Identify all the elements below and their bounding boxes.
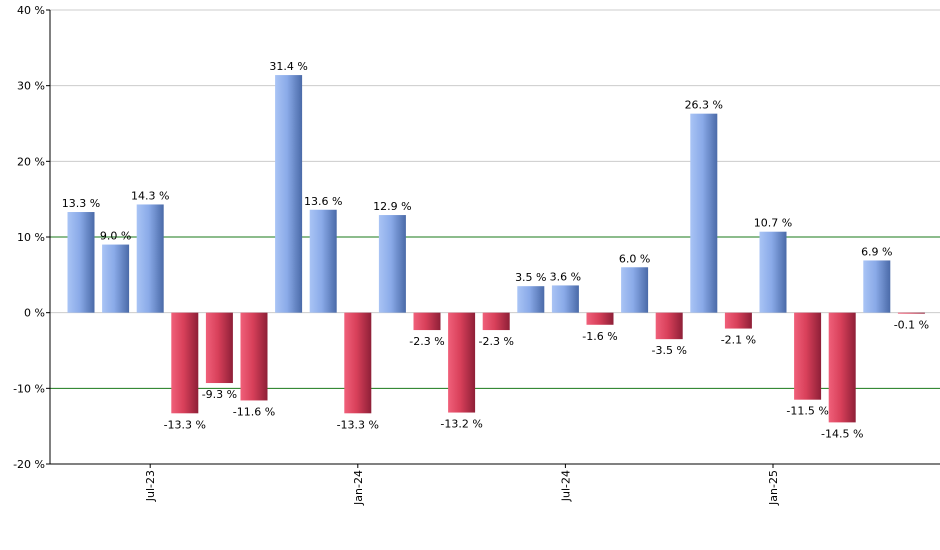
bar-data-label: 9.0 % (100, 230, 131, 243)
bar-negative (655, 312, 683, 340)
bar-data-label: 31.4 % (269, 60, 307, 73)
bar-positive (863, 260, 891, 313)
bar-positive (759, 231, 787, 313)
bar-data-label: 26.3 % (685, 99, 723, 112)
bar-negative (171, 312, 199, 414)
bar-negative (448, 312, 476, 413)
bar-data-label: 13.3 % (62, 197, 100, 210)
x-tick-label: Jan-25 (767, 470, 780, 506)
axes: -20 % -10 % 0 % 10 % 20 % 30 % 40 % Jul-23 Jan-2… (13, 4, 940, 506)
bar-data-label: -3.5 % (651, 344, 686, 357)
bar-negative (586, 312, 614, 325)
data-labels: 13.3 % 9.0 % 14.3 % -13.3 % -9.3 % -11.6 % 31.… (62, 60, 929, 440)
bar-data-label: -9.3 % (202, 388, 237, 401)
bar-positive (621, 267, 649, 313)
bar-negative (240, 312, 268, 401)
bar-data-label: -13.3 % (164, 418, 206, 431)
bar-positive (67, 212, 95, 313)
bar-data-label: 12.9 % (373, 200, 411, 213)
bar-negative (724, 312, 752, 329)
bar-negative (828, 312, 856, 423)
bar-data-label: -2.3 % (478, 335, 513, 348)
bar-data-label: 6.0 % (619, 252, 650, 265)
x-tick-label: Jan-24 (352, 470, 365, 506)
bar-data-label: -1.6 % (582, 330, 617, 343)
bar-data-label: 6.9 % (861, 245, 892, 258)
bar-data-label: -11.5 % (786, 405, 828, 418)
y-tick-label: 40 % (17, 4, 45, 17)
bar-negative (344, 312, 372, 414)
y-tick-label: -20 % (13, 458, 45, 471)
bar-data-label: -2.1 % (721, 334, 756, 347)
bar-negative (413, 312, 441, 331)
bar-negative (897, 312, 925, 314)
bar-data-label: -11.6 % (233, 405, 275, 418)
bar-data-label: 3.5 % (515, 271, 546, 284)
bar-negative (482, 312, 510, 331)
y-tick-label: 30 % (17, 80, 45, 93)
bar-negative (794, 312, 822, 400)
x-tick-label: Jul-23 (144, 470, 157, 502)
bar-data-label: 3.6 % (550, 270, 581, 283)
bar-data-label: -2.3 % (409, 335, 444, 348)
bar-positive (102, 244, 130, 313)
bars (67, 75, 925, 423)
y-tick-label: 20 % (17, 155, 45, 168)
bar-negative (205, 312, 233, 384)
bar-positive (551, 285, 579, 313)
bar-data-label: -13.3 % (337, 418, 379, 431)
y-tick-label: 10 % (17, 231, 45, 244)
x-tick-label: Jul-24 (559, 470, 572, 502)
bar-data-label: 14.3 % (131, 189, 169, 202)
bar-positive (136, 204, 164, 313)
bar-data-label: -14.5 % (821, 427, 863, 440)
y-tick-label: -10 % (13, 382, 45, 395)
bar-positive (378, 215, 406, 313)
bar-data-label: 10.7 % (754, 217, 792, 230)
y-tick-label: 0 % (24, 307, 45, 320)
bar-positive (517, 286, 545, 313)
bar-data-label: 13.6 % (304, 195, 342, 208)
bar-positive (275, 75, 303, 313)
bar-data-label: -0.1 % (894, 318, 929, 331)
bar-data-label: -13.2 % (440, 418, 482, 431)
bar-positive (309, 209, 337, 313)
bar-positive (690, 113, 718, 313)
